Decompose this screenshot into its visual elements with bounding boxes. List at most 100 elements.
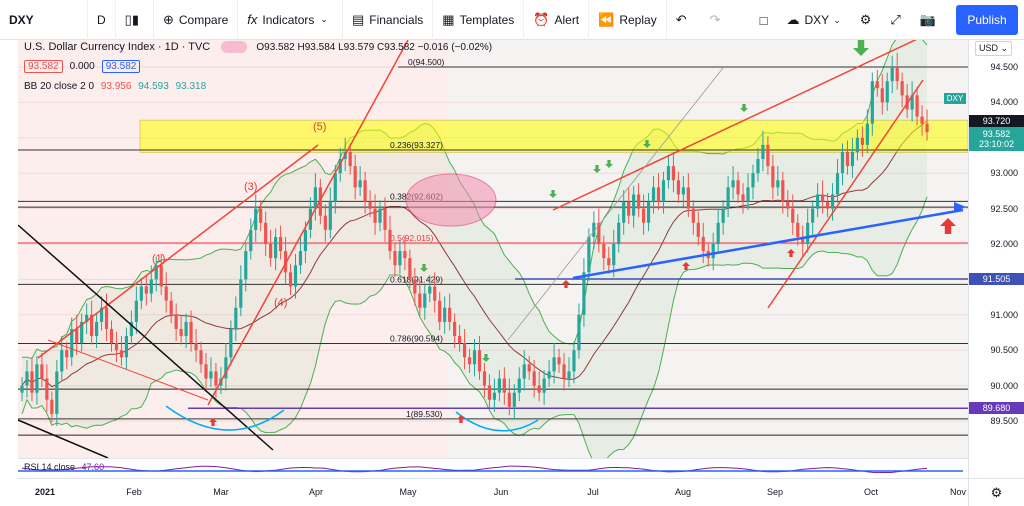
candle [786,190,790,218]
candle-body [333,173,337,202]
candle [791,194,795,235]
down-arrow-marker [420,264,428,272]
candle [910,81,914,122]
candle-body [671,166,676,181]
candle-body [338,159,342,174]
candle-body [746,187,750,202]
candle [870,72,874,136]
wave-channel-upper [37,144,319,359]
candle-body [666,166,671,181]
candle-body [139,286,143,301]
candle-body [403,251,407,259]
price-chart[interactable]: 0(94.500)0.236(93.327)0.382(92.602)0.5(9… [18,40,968,458]
templates-button[interactable]: ▦ Templates [433,0,525,40]
candle [582,258,586,327]
candle [537,371,541,402]
candle-body [622,201,626,223]
candle-body [453,321,457,337]
price-tick: 93.000 [990,168,1018,179]
publish-button[interactable]: Publish [956,5,1018,35]
undo-button[interactable]: ↶ [667,0,701,40]
time-tick: Feb [126,487,142,497]
symbol-label: DXY [9,12,34,27]
compare-button[interactable]: ⊕ Compare [154,0,239,40]
chart-settings-button[interactable]: ⚙ [968,478,1024,506]
down-arrow-marker [482,354,490,362]
candle-body [288,272,293,287]
candle [30,357,34,402]
candle [363,171,367,214]
settings-button[interactable]: ⚙ [853,0,884,40]
candle-body [348,151,352,167]
candle-body [796,222,800,237]
fib-level-label: 0.236(93.327) [390,140,443,150]
camera-icon: 📷 [919,12,936,27]
chart-title: U.S. Dollar Currency Index · 1D · TVC [24,41,211,53]
alert-button[interactable]: ⏰ Alert [524,0,590,40]
candle-body [676,180,680,195]
candle [373,194,377,235]
candle-body [552,357,556,372]
falling-trendline [18,419,109,458]
candle-body [254,208,258,230]
redo-button[interactable]: ↷ [701,0,735,40]
snapshot-button[interactable]: 📷 [913,0,948,40]
candle [572,341,576,384]
candle [696,211,700,246]
candle [880,74,884,115]
fullscreen-button[interactable]: ⤢ [883,0,912,40]
candle-body [75,328,79,344]
blue-arrowhead [954,202,966,212]
candle-body [771,166,775,188]
candle-body [373,208,377,223]
candle-body [627,201,631,216]
candle-body [910,95,914,110]
candle [552,343,556,384]
candle-body [85,314,89,322]
replay-button[interactable]: ⏪ Replay [589,0,667,40]
candle [865,109,869,154]
price-tick: 92.500 [990,203,1018,214]
layout-button[interactable]: □ [753,0,780,40]
candle-body [517,378,521,393]
candle-body [303,229,308,252]
bb-basis-value: 93.956 [100,81,132,92]
candle-body [507,392,511,407]
candle [428,275,432,303]
candle-body [184,321,188,337]
candle-body [602,244,606,259]
time-axis[interactable]: 2021 Feb Mar Apr May Jun Jul Aug Sep Oct Nov [18,478,968,506]
candle [423,285,427,320]
candle-body [443,307,447,322]
candle [641,194,646,235]
ask-price[interactable]: 93.582 [101,60,141,73]
bb-label: BB 20 close 2 0 [24,81,95,92]
chevron-down-icon: ⌄ [320,14,328,24]
candle-body [781,180,785,202]
financials-button[interactable]: ▤ Financials [343,0,434,40]
currency-selector[interactable]: USD ⌄ [975,41,1013,56]
price-axis[interactable]: USD ⌄ 94.50094.00093.50093.00092.50092.0… [968,40,1024,478]
fullscreen-icon: ⤢ [890,12,901,27]
financials-label: Financials [369,12,424,27]
candle-body [477,350,482,372]
candle [796,214,800,246]
symbol-search-button[interactable]: DXY [0,0,88,40]
candle-body [413,279,417,294]
candle-body [840,151,845,174]
candle-body [129,321,133,337]
time-tick: Apr [308,487,324,497]
candle-body [229,328,233,358]
main-chart-pane[interactable]: 0(94.500)0.236(93.327)0.382(92.602)0.5(9… [18,40,968,458]
candle [368,190,372,218]
candle [75,314,79,356]
interval-button[interactable]: D [88,0,116,40]
candle-body [298,251,303,266]
candle [348,143,352,175]
rsi-pane[interactable]: RSI 14 close 47.60 [18,458,968,478]
indicators-button[interactable]: fx Indicators ⌄ [238,0,343,40]
bid-price[interactable]: 93.582 [24,60,63,73]
compare-symbol-button[interactable]: ☁ DXY ⌄ [780,0,853,40]
candle-body [40,364,44,379]
chart-type-button[interactable]: ▯▮ [116,0,154,40]
